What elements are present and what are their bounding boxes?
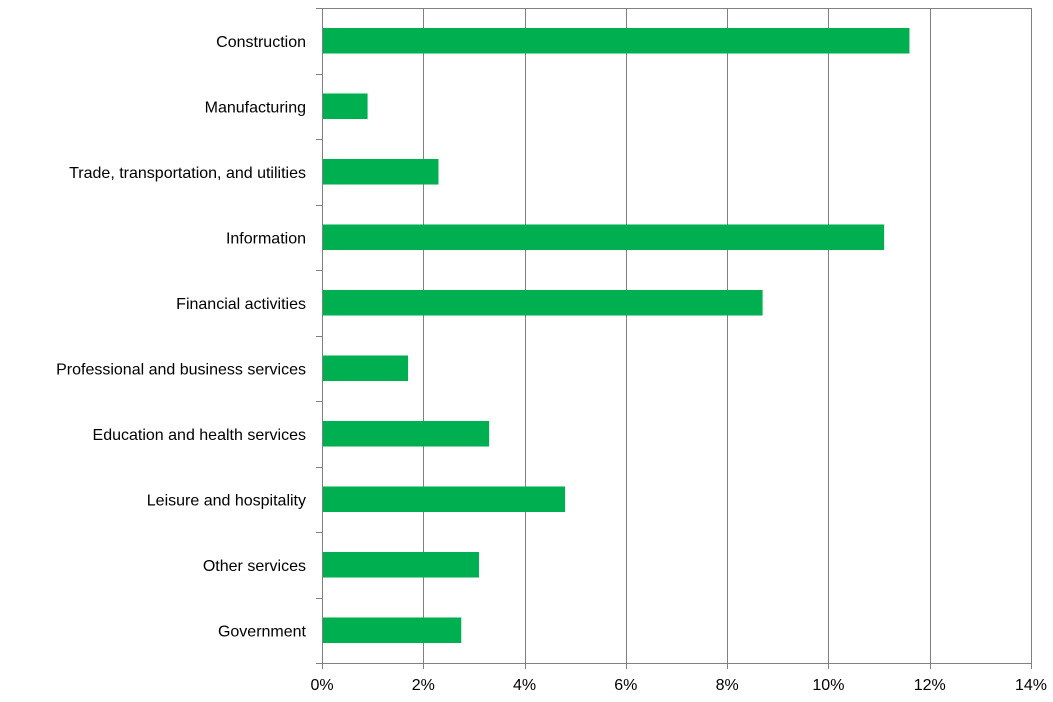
bars (323, 27, 910, 644)
bar (323, 289, 763, 316)
category-label: Manufacturing (205, 99, 306, 116)
bar (323, 420, 490, 447)
bar (323, 158, 439, 185)
x-tick-label: 10% (812, 677, 844, 694)
labels: 0% 2% 4% 6% 8% 10% 12% 14% Construction Manufactu… (56, 34, 1047, 694)
bar (323, 617, 462, 644)
gridlines (423, 8, 1032, 663)
category-label: Other services (203, 558, 306, 575)
bar (323, 355, 409, 382)
x-tick-label: 6% (614, 677, 637, 694)
axes (316, 8, 1032, 669)
bar (323, 27, 910, 54)
bar (323, 486, 566, 513)
x-tick-label: 2% (412, 677, 435, 694)
bar (323, 93, 368, 120)
category-label: Education and health services (93, 427, 306, 444)
category-label: Financial activities (176, 296, 306, 313)
category-label: Leisure and hospitality (147, 492, 306, 509)
category-label: Professional and business services (56, 361, 306, 378)
bar (323, 224, 885, 251)
x-tick-label: 14% (1015, 677, 1047, 694)
category-label: Government (218, 623, 307, 640)
category-label: Trade, transportation, and utilities (69, 165, 306, 182)
x-tick-label: 12% (914, 677, 946, 694)
bar (323, 551, 479, 578)
category-label: Construction (216, 34, 306, 51)
category-label: Information (226, 230, 306, 247)
x-tick-label: 0% (310, 677, 333, 694)
x-tick-label: 8% (716, 677, 739, 694)
x-tick-label: 4% (513, 677, 536, 694)
